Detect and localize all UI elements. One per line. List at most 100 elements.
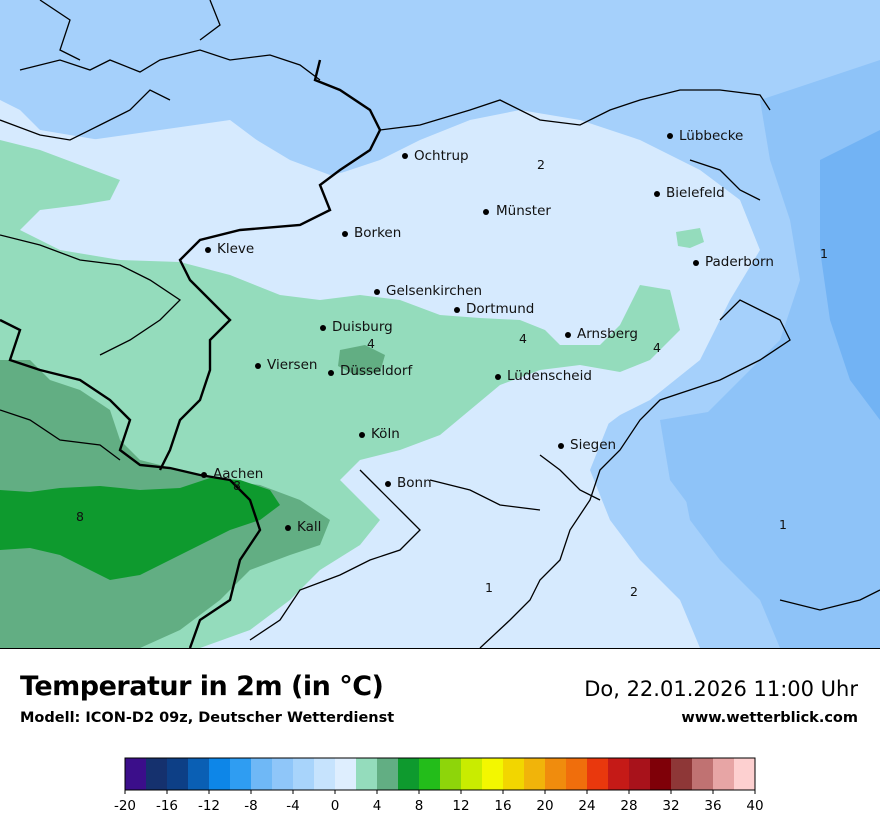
city-markers: Lübbecke Ochtrup Bielefeld Münster Borke…	[201, 128, 774, 535]
svg-text:Ochtrup: Ochtrup	[414, 148, 469, 164]
svg-text:Duisburg: Duisburg	[332, 319, 393, 335]
city-viersen: Viersen	[255, 357, 317, 373]
legend-swatch	[461, 758, 483, 790]
city-luebbecke: Lübbecke	[667, 128, 743, 144]
legend-tick-label: 0	[331, 798, 340, 814]
legend-swatch	[314, 758, 336, 790]
isoline-label: 1	[485, 580, 493, 595]
svg-text:Paderborn: Paderborn	[705, 254, 774, 270]
legend-swatch	[503, 758, 525, 790]
legend-swatch	[545, 758, 567, 790]
color-legend: -20 -16 -12 -8 -4 0 4 8 12 16 20 24 28 32 36 40	[0, 750, 880, 830]
website-label: www.wetterblick.com	[681, 710, 858, 726]
legend-tick-label: 4	[373, 798, 382, 814]
city-bielefeld: Bielefeld	[654, 185, 725, 201]
svg-text:Siegen: Siegen	[570, 437, 616, 453]
legend-swatch	[356, 758, 378, 790]
legend-tick-label: 24	[578, 798, 595, 814]
legend-swatch	[482, 758, 504, 790]
city-arnsberg: Arnsberg	[565, 326, 638, 342]
svg-text:Köln: Köln	[371, 426, 400, 442]
city-kall: Kall	[285, 519, 321, 535]
city-koeln: Köln	[359, 426, 400, 442]
legend-tick-label: 32	[662, 798, 679, 814]
city-dortmund: Dortmund	[454, 301, 534, 317]
svg-text:Kall: Kall	[297, 519, 321, 535]
legend-tick-label: -8	[244, 798, 257, 814]
legend-tick-label: 16	[494, 798, 511, 814]
isoline-label: 2	[537, 157, 545, 172]
city-gelsenkirchen: Gelsenkirchen	[374, 283, 482, 299]
warm-patch-duesseldorf	[338, 345, 385, 375]
svg-text:Bielefeld: Bielefeld	[666, 185, 725, 201]
legend-swatch	[650, 758, 672, 790]
legend-swatch	[713, 758, 735, 790]
legend-swatch	[524, 758, 546, 790]
legend-swatch	[377, 758, 399, 790]
legend-swatches	[125, 758, 756, 790]
legend-swatch	[692, 758, 714, 790]
legend-swatch	[419, 758, 441, 790]
legend-tick-label: 20	[536, 798, 553, 814]
legend-swatch	[335, 758, 357, 790]
legend-swatch	[398, 758, 420, 790]
legend-tick-label: 8	[415, 798, 424, 814]
forecast-datetime: Do, 22.01.2026 11:00 Uhr	[584, 677, 858, 701]
svg-text:Dortmund: Dortmund	[466, 301, 534, 317]
legend-swatch	[167, 758, 189, 790]
legend-swatch	[293, 758, 315, 790]
cold-patch-south	[660, 410, 770, 540]
svg-text:Gelsenkirchen: Gelsenkirchen	[386, 283, 482, 299]
model-info: Modell: ICON-D2 09z, Deutscher Wetterdie…	[20, 710, 395, 726]
map-svg: 2 1 4 4 4 8 8 1 1 2 Lübbecke Ochtrup Bie…	[0, 0, 880, 648]
legend-swatch	[440, 758, 462, 790]
borders	[0, 0, 880, 648]
svg-text:Bonn: Bonn	[397, 475, 432, 491]
warm-zone-8	[0, 478, 280, 580]
legend-swatch	[629, 758, 651, 790]
legend-swatch	[209, 758, 231, 790]
svg-text:Düsseldorf: Düsseldorf	[340, 363, 413, 379]
isoline-label: 8	[233, 478, 241, 493]
legend-frame	[124, 757, 756, 791]
svg-text:Lübbecke: Lübbecke	[679, 128, 743, 144]
legend-swatch	[566, 758, 588, 790]
legend-tick-label: 40	[746, 798, 763, 814]
city-muenster: Münster	[483, 203, 551, 219]
city-siegen: Siegen	[558, 437, 616, 453]
city-borken: Borken	[342, 225, 401, 241]
svg-text:Arnsberg: Arnsberg	[577, 326, 638, 342]
legend-swatch	[587, 758, 609, 790]
isoline-label: 2	[630, 584, 638, 599]
svg-text:Lüdenscheid: Lüdenscheid	[507, 368, 592, 384]
city-duisburg: Duisburg	[320, 319, 393, 335]
isoline-label: 4	[367, 336, 375, 351]
legend-tick-label: -20	[114, 798, 136, 814]
city-paderborn: Paderborn	[693, 254, 774, 270]
svg-text:Viersen: Viersen	[267, 357, 317, 373]
city-luedenscheid: Lüdenscheid	[495, 368, 592, 384]
isoline-label: 4	[653, 340, 661, 355]
legend-tick-label: -12	[198, 798, 220, 814]
legend-swatch	[251, 758, 273, 790]
legend-tick-label: -4	[286, 798, 299, 814]
legend-swatch	[671, 758, 693, 790]
isoline-label: 4	[519, 331, 527, 346]
isoline-label: 1	[779, 517, 787, 532]
legend-tick-label: 12	[452, 798, 469, 814]
isoline-label: 1	[820, 246, 828, 261]
isoline-label: 8	[76, 509, 84, 524]
legend-swatch	[608, 758, 630, 790]
legend-swatch	[230, 758, 252, 790]
cold-zone-north	[0, 0, 880, 648]
city-kleve: Kleve	[205, 241, 254, 257]
legend-tick-label: 28	[620, 798, 637, 814]
svg-text:Aachen: Aachen	[213, 466, 263, 482]
cold-zone-east-core	[820, 130, 880, 420]
legend-tick-label: -16	[156, 798, 178, 814]
legend-swatch	[125, 758, 147, 790]
legend-swatch	[146, 758, 168, 790]
svg-text:Kleve: Kleve	[217, 241, 254, 257]
legend-svg: -20 -16 -12 -8 -4 0 4 8 12 16 20 24 28 32 36 40	[114, 757, 764, 814]
legend-tick-label: 36	[704, 798, 721, 814]
